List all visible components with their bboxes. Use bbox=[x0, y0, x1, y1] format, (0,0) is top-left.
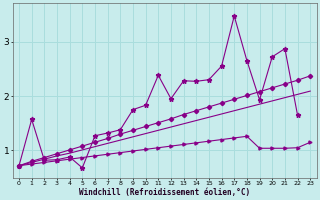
X-axis label: Windchill (Refroidissement éolien,°C): Windchill (Refroidissement éolien,°C) bbox=[79, 188, 250, 197]
